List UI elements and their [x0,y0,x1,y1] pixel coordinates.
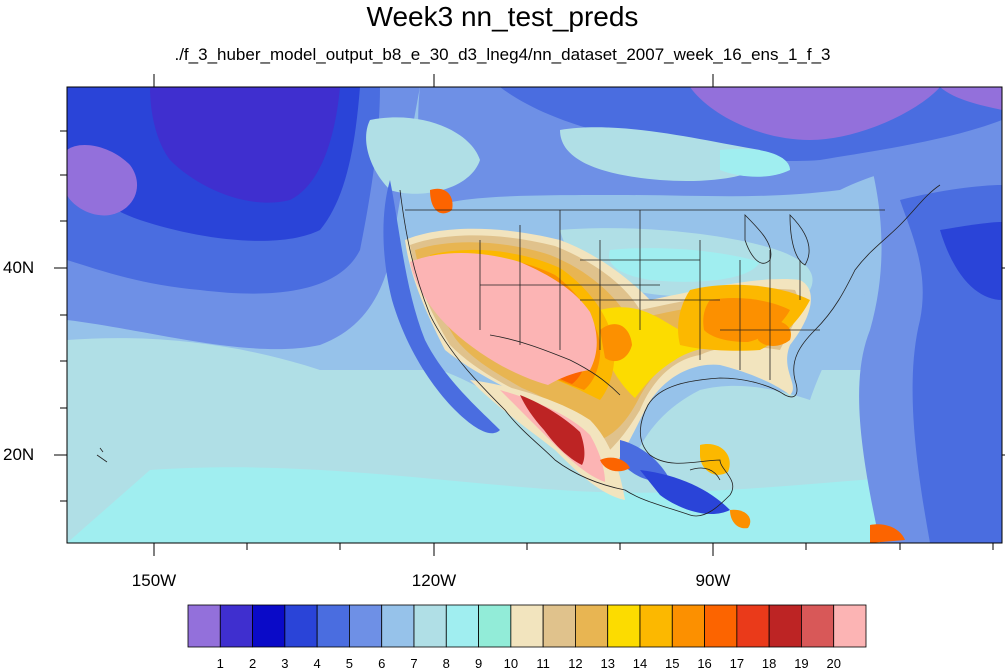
colorbar-swatch [284,604,318,648]
colorbar-tick-label: 8 [442,656,450,671]
map-field [67,87,1002,543]
colorbar-swatch [349,604,383,648]
colorbar-swatch [607,604,641,648]
colorbar-tick-label: 7 [410,656,418,671]
colorbar-swatch [671,604,705,648]
colorbar-swatch [801,604,835,648]
lon-label-90w: 90W [695,571,731,590]
colorbar-swatch [445,604,479,648]
colorbar-tick-label: 9 [474,656,483,671]
lon-label-150w: 150W [131,571,177,590]
colorbar-tick-label: 5 [345,656,354,671]
axis-ticks [54,74,1005,556]
colorbar-tick-label: 18 [761,656,777,671]
colorbar-tick-label: 4 [313,656,321,671]
lat-label-20n: 20N [3,445,35,464]
colorbar-tick-label: 14 [632,656,648,671]
colorbar-tick-label: 13 [600,656,615,671]
colorbar-tick-label: 3 [281,656,289,671]
colorbar-tick-label: 11 [536,656,550,671]
colorbar-tick-label: 12 [568,656,583,671]
colorbar-swatch [704,604,738,648]
colorbar-swatch [736,604,770,648]
colorbar [187,604,867,648]
colorbar-swatch [187,604,221,648]
colorbar-swatch [478,604,512,648]
colorbar-swatch [381,604,415,648]
colorbar-tick-label: 17 [729,656,745,671]
colorbar-swatch [219,604,253,648]
colorbar-swatch [575,604,609,648]
lon-label-120w: 120W [411,571,457,590]
map-subtitle: ./f_3_huber_model_output_b8_e_30_d3_lneg… [174,45,831,64]
colorbar-swatch [542,604,576,648]
colorbar-tick-label: 1 [216,656,224,671]
map-title: Week3 nn_test_preds [366,1,639,32]
colorbar-tick-label: 15 [665,656,680,671]
colorbar-swatch [639,604,673,648]
colorbar-tick-label: 10 [503,656,519,671]
colorbar-swatch [510,604,544,648]
colorbar-tick-label: 6 [378,656,386,671]
colorbar-swatch [833,604,867,648]
colorbar-swatch [252,604,286,648]
colorbar-swatch [768,604,802,648]
map-borders [96,184,941,517]
colorbar-tick-label: 2 [248,656,257,671]
lat-label-40n: 40N [3,258,35,277]
colorbar-tick-label: 16 [697,656,712,671]
colorbar-tick-label: 20 [826,656,841,671]
colorbar-tick-label: 19 [794,656,809,671]
colorbar-swatch [316,604,350,648]
colorbar-swatch [413,604,447,648]
